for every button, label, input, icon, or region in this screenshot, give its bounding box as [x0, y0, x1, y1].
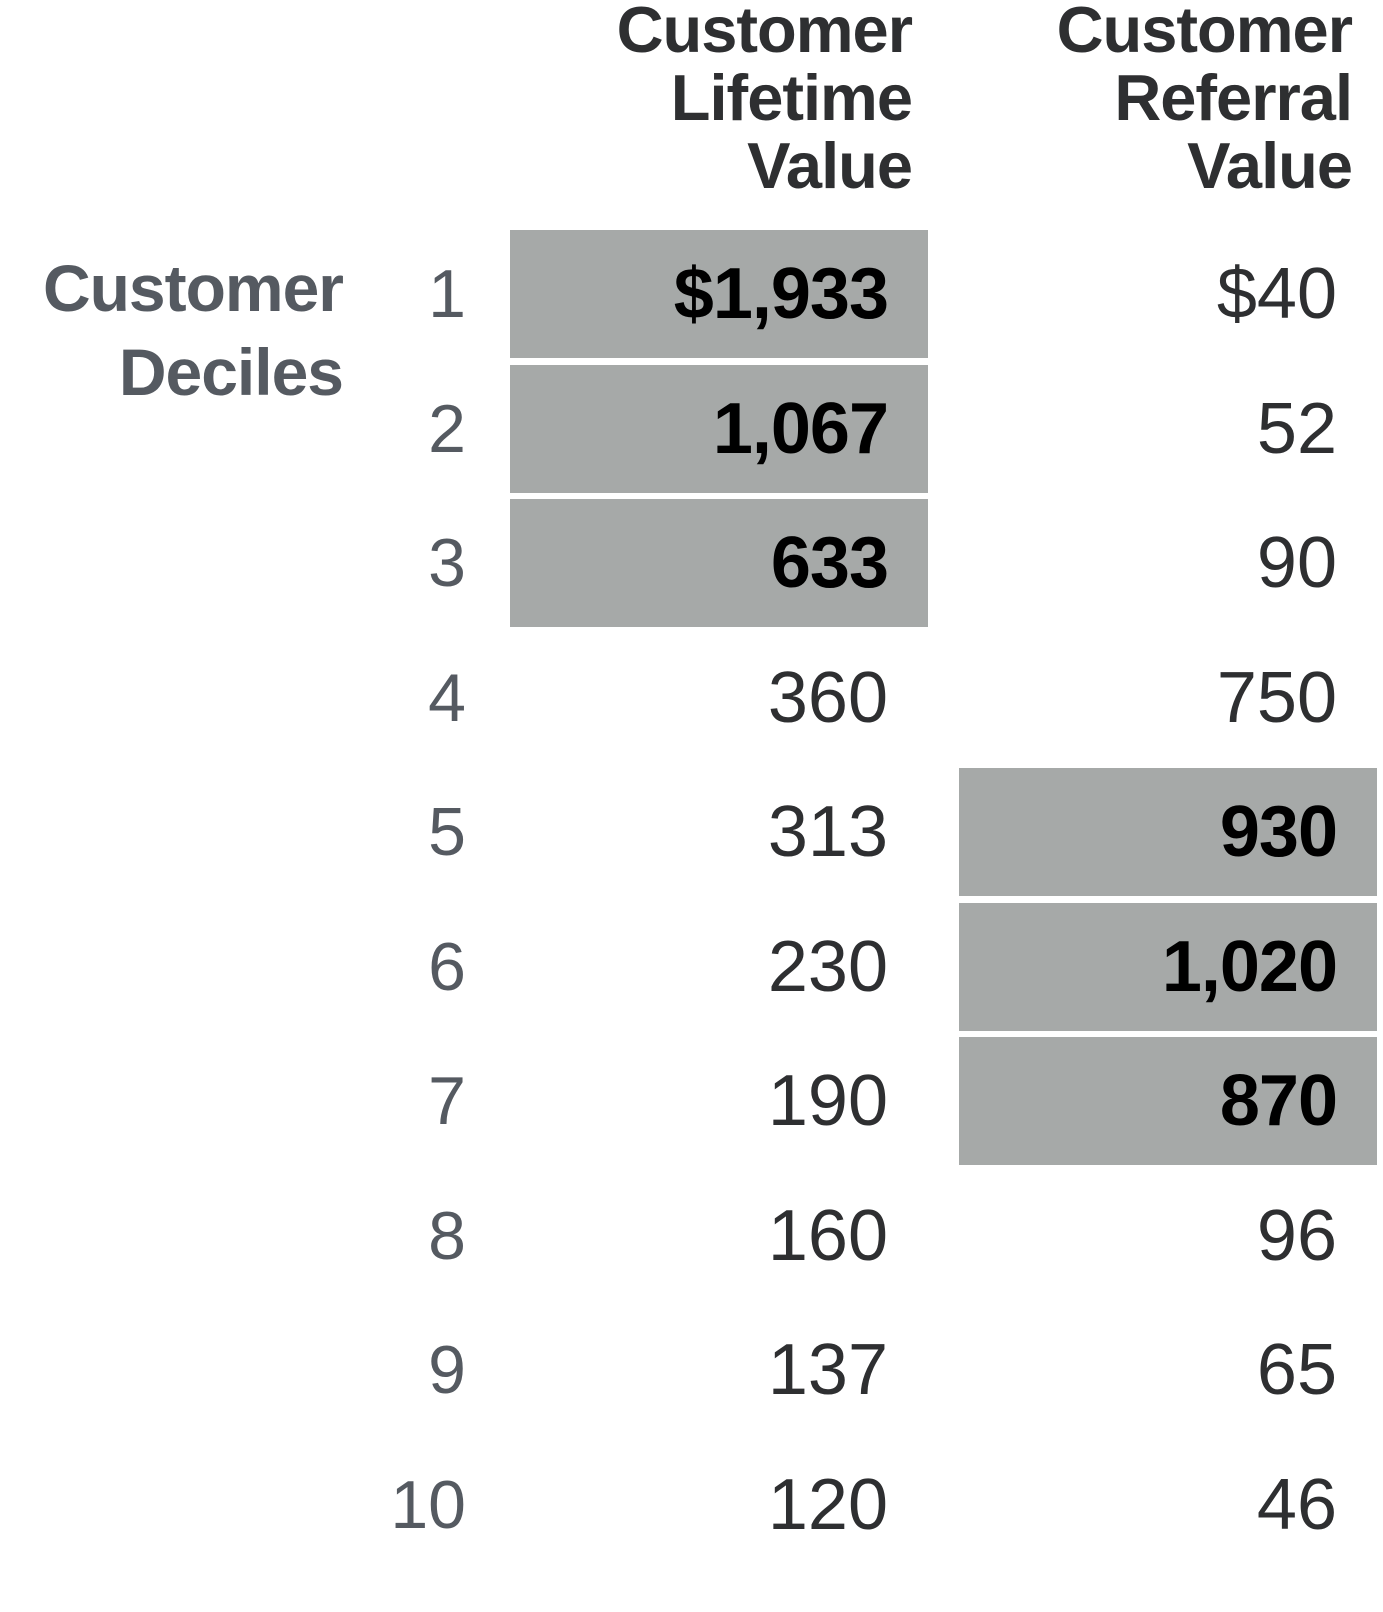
- column-header-line: Value: [747, 129, 913, 202]
- decile-label: 6: [428, 929, 466, 1005]
- referral-value-cell: 750: [1216, 658, 1337, 738]
- decile-label: 1: [428, 256, 466, 332]
- decile-label: 7: [428, 1063, 466, 1139]
- lifetime-value-cell: 360: [767, 658, 888, 738]
- lifetime-value-cell-highlighted: 633: [510, 499, 928, 627]
- lifetime-value-cell-highlighted: 1,067: [510, 365, 928, 493]
- decile-label: 2: [428, 391, 466, 467]
- lifetime-value-cell: 137: [767, 1330, 888, 1410]
- referral-value-cell: $40: [1216, 254, 1337, 334]
- row-axis-label-line: Deciles: [118, 335, 344, 409]
- row-axis-label-line: Customer: [42, 251, 344, 325]
- referral-value-cell: 52: [1256, 389, 1337, 469]
- referral-value-cell-highlighted: 870: [959, 1037, 1377, 1165]
- column-header-customer-referral-value: Customer Referral Value: [1000, 0, 1353, 202]
- lifetime-value-cell: 230: [767, 927, 888, 1007]
- decile-label: 5: [428, 794, 466, 870]
- column-header-line: Customer: [1056, 0, 1353, 66]
- lifetime-value-cell: 313: [767, 792, 888, 872]
- lifetime-value-cell-highlighted: $1,933: [510, 230, 928, 358]
- referral-value-cell-highlighted: 1,020: [959, 903, 1377, 1031]
- decile-label: 3: [428, 525, 466, 601]
- referral-value-cell-highlighted: 930: [959, 768, 1377, 896]
- column-header-customer-lifetime-value: Customer Lifetime Value: [560, 0, 913, 202]
- lifetime-value-cell: 190: [767, 1061, 888, 1141]
- column-header-line: Lifetime: [670, 61, 913, 134]
- referral-value-cell: 65: [1256, 1330, 1337, 1410]
- referral-value-cell: 96: [1256, 1196, 1337, 1276]
- decile-label: 8: [428, 1198, 466, 1274]
- lifetime-value-cell: 160: [767, 1196, 888, 1276]
- referral-value-cell: 90: [1256, 523, 1337, 603]
- column-header-line: Customer: [616, 0, 913, 66]
- column-header-line: Referral: [1114, 61, 1353, 134]
- decile-label: 10: [390, 1467, 466, 1543]
- decile-label: 4: [428, 660, 466, 736]
- column-header-line: Value: [1187, 129, 1353, 202]
- lifetime-value-cell: 120: [767, 1465, 888, 1545]
- row-axis-label-customer-deciles: Customer Deciles: [0, 246, 344, 414]
- referral-value-cell: 46: [1256, 1465, 1337, 1545]
- decile-label: 9: [428, 1332, 466, 1408]
